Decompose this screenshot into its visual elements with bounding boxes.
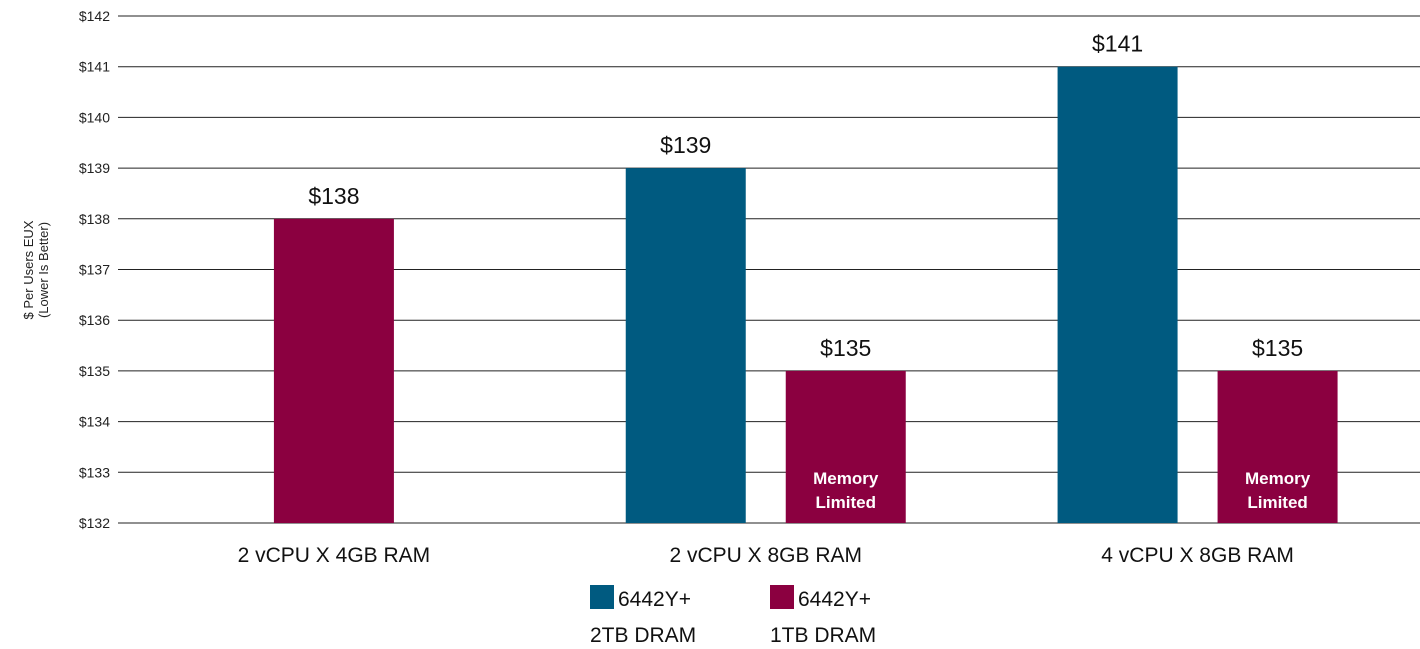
category-label: 4 vCPU X 8GB RAM <box>1101 544 1294 567</box>
data-label: $139 <box>660 132 711 158</box>
bar <box>273 218 394 524</box>
category-labels: 2 vCPU X 4GB RAM 2 vCPU X 8GB RAM 4 vCPU X… <box>238 544 1294 567</box>
y-tick-label: $134 <box>79 414 110 430</box>
y-tick-label: $141 <box>79 59 110 75</box>
bar <box>1057 66 1178 523</box>
bar-annotation: Memory Limited <box>813 469 879 512</box>
bar-annotation-line: Limited <box>816 493 876 512</box>
y-tick-label: $137 <box>79 262 110 278</box>
legend-entry-line: 1TB DRAM <box>770 624 876 647</box>
y-axis-title-line: $ Per Users EUX <box>21 220 36 319</box>
y-axis-title: $ Per Users EUX(Lower Is Better) <box>21 220 51 319</box>
bar <box>1217 370 1338 523</box>
y-tick-label: $132 <box>79 515 110 531</box>
bar-annotation: Memory Limited <box>1245 469 1311 512</box>
bar <box>625 168 746 523</box>
bar-annotation-line: Memory <box>813 469 879 488</box>
legend-swatch <box>770 585 794 609</box>
bar-annotation-line: Memory <box>1245 469 1311 488</box>
legend-entry-line: 6442Y+ <box>798 588 871 611</box>
data-label: $138 <box>308 183 359 209</box>
legend-swatch <box>590 585 614 609</box>
bar-annotation-line: Limited <box>1247 493 1307 512</box>
data-label: $135 <box>1252 335 1303 361</box>
y-axis-title-text: $ Per Users EUX(Lower Is Better) <box>21 220 51 319</box>
data-label: $141 <box>1092 31 1143 57</box>
y-tick-label: $142 <box>79 8 110 24</box>
bar <box>785 370 906 523</box>
legend-entry: 6442Y+ 2TB DRAM <box>590 588 696 647</box>
y-tick-labels: $132 $133 $134 $135 $136 $137 $138 $139 $140 $141… <box>79 8 110 531</box>
data-labels: $138 $139 $135 Memory Limited $141 $135 Memory L… <box>308 31 1310 512</box>
category-label: 2 vCPU X 4GB RAM <box>238 544 431 567</box>
legend: 6442Y+ 2TB DRAM 6442Y+ 1TB DRAM <box>590 585 876 647</box>
legend-entry: 6442Y+ 1TB DRAM <box>770 588 876 647</box>
y-tick-label: $140 <box>79 109 110 125</box>
y-tick-label: $135 <box>79 363 110 379</box>
legend-entry-line: 2TB DRAM <box>590 624 696 647</box>
y-axis-title-line: (Lower Is Better) <box>36 222 51 318</box>
y-tick-label: $133 <box>79 464 110 480</box>
y-tick-label: $138 <box>79 211 110 227</box>
y-tick-label: $139 <box>79 160 110 176</box>
bars <box>273 66 1338 524</box>
category-label: 2 vCPU X 8GB RAM <box>669 544 862 567</box>
y-tick-label: $136 <box>79 312 110 328</box>
data-label: $135 <box>820 335 871 361</box>
legend-entry-line: 6442Y+ <box>618 588 691 611</box>
